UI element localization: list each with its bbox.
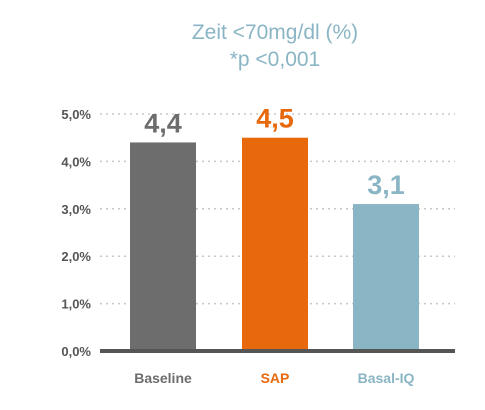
category-label-2: Basal-IQ (358, 370, 415, 386)
bar-basal-iq (353, 204, 419, 351)
data-label-2: 3,1 (367, 170, 405, 200)
chart-title: Zeit <70mg/dl (%) (192, 21, 358, 44)
category-label-0: Baseline (134, 370, 192, 386)
category-labels: Baseline SAP Basal-IQ (134, 370, 414, 386)
y-tick-label-5: 5,0% (61, 107, 91, 122)
y-tick-label-3: 3,0% (61, 202, 91, 217)
y-tick-label-0: 0,0% (61, 344, 91, 359)
y-tick-label-2: 2,0% (61, 249, 91, 264)
chart-subtitle: *p <0,001 (230, 48, 321, 71)
data-label-1: 4,5 (256, 104, 294, 134)
y-tick-label-1: 1,0% (61, 297, 91, 312)
bar-sap (242, 138, 308, 351)
category-label-1: SAP (261, 370, 290, 386)
y-tick-label-4: 4,0% (61, 154, 91, 169)
y-axis-ticks: 0,0% 1,0% 2,0% 3,0% 4,0% 5,0% (61, 107, 91, 359)
data-label-0: 4,4 (144, 108, 182, 138)
bar-baseline (130, 142, 196, 351)
